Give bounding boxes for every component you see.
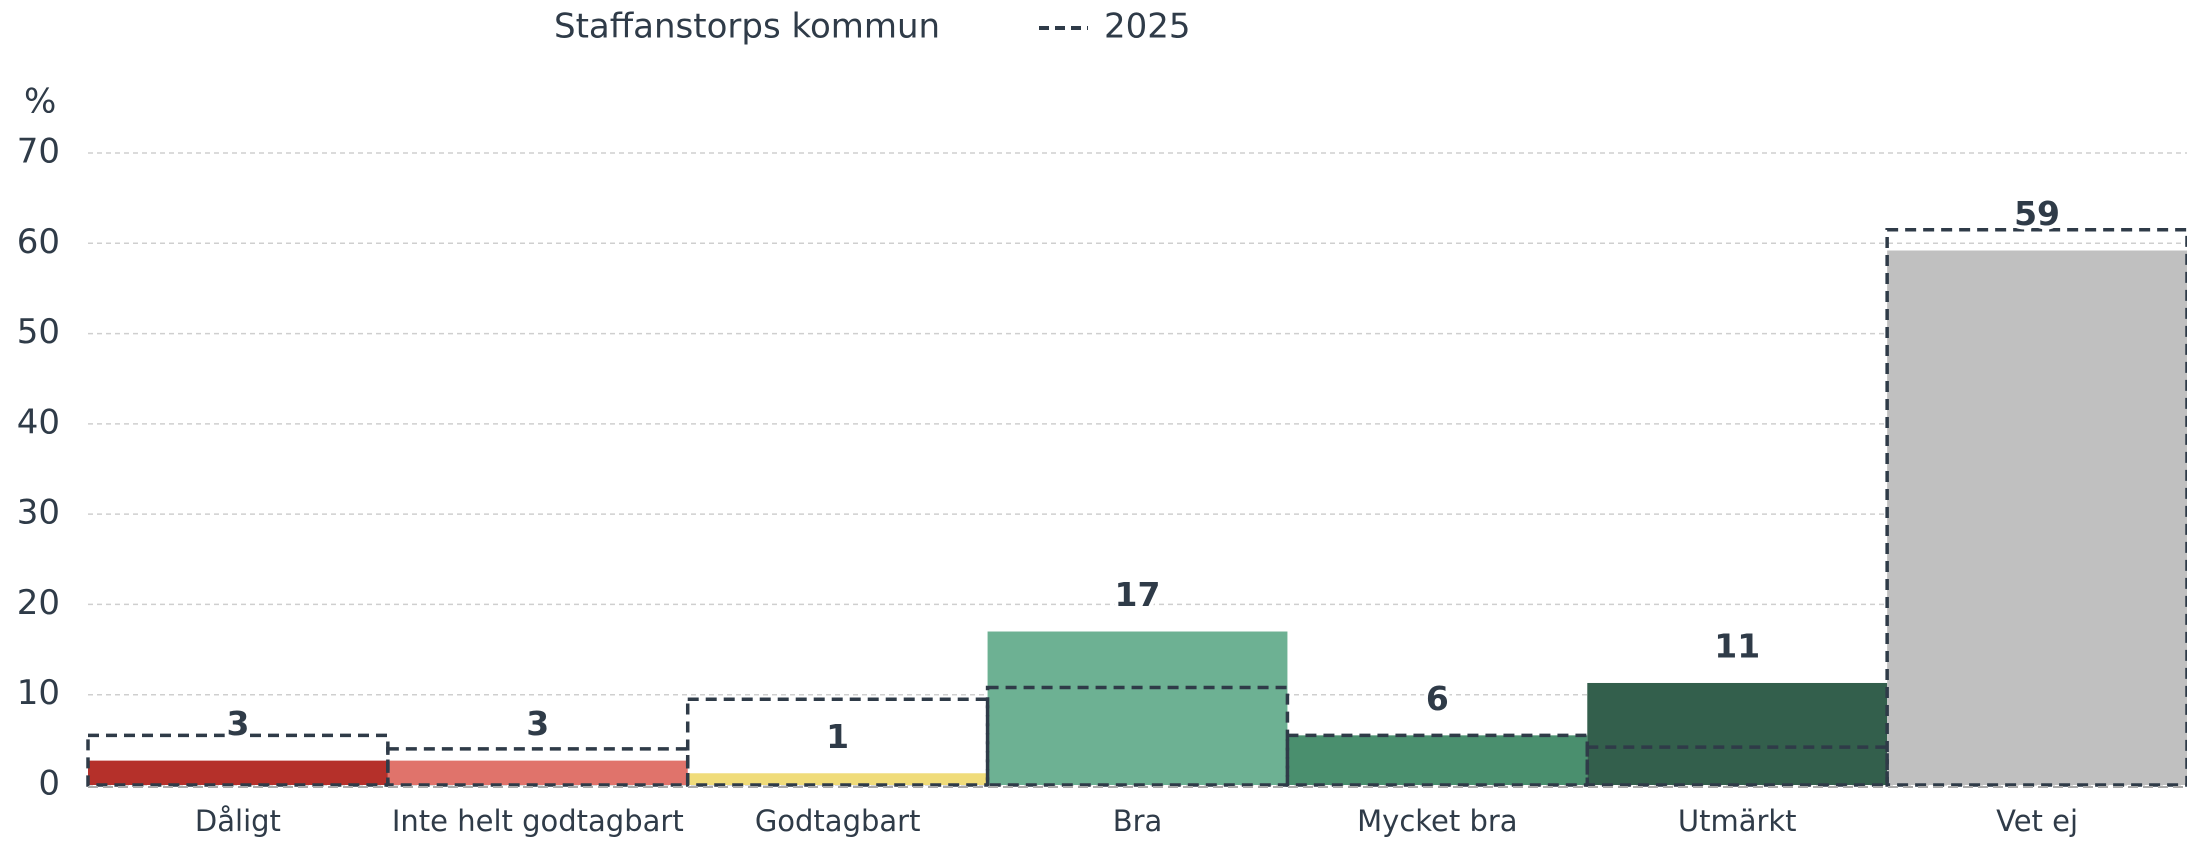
data-label: 11 — [1714, 626, 1760, 665]
data-label: 3 — [526, 704, 549, 743]
bar — [987, 631, 1288, 785]
bar — [1887, 250, 2187, 786]
y-tick-label: 20 — [17, 583, 60, 623]
x-tick-label: Utmärkt — [1678, 804, 1797, 838]
y-tick-label: 0 — [38, 764, 60, 804]
y-tick-label: 30 — [17, 493, 60, 533]
data-label: 3 — [226, 704, 249, 743]
bar — [387, 760, 688, 785]
comparison-outline — [86, 733, 390, 787]
y-tick-label: 60 — [17, 222, 60, 262]
y-tick-label: 70 — [17, 132, 60, 172]
axis-unit: % — [24, 82, 56, 122]
y-tick-label: 40 — [17, 402, 60, 442]
data-label: 17 — [1115, 575, 1161, 614]
x-tick-label: Inte helt godtagbart — [392, 804, 684, 838]
bar — [1287, 735, 1588, 785]
data-label: 6 — [1426, 679, 1449, 718]
comparison-outline — [1585, 745, 1889, 787]
legend-label: Staffanstorps kommun — [554, 7, 940, 47]
data-label: 1 — [826, 717, 849, 756]
y-tick-label: 10 — [17, 673, 60, 713]
bar — [1587, 682, 1888, 785]
x-tick-label: Vet ej — [1996, 804, 2078, 838]
comparison-outline — [386, 747, 690, 787]
y-tick-label: 50 — [17, 312, 60, 352]
x-tick-label: Godtagbart — [755, 804, 921, 838]
legend-label: 2025 — [1104, 7, 1191, 47]
x-tick-label: Mycket bra — [1357, 804, 1517, 838]
bar — [88, 760, 388, 785]
comparison-outline — [1285, 733, 1590, 787]
x-tick-label: Bra — [1113, 804, 1163, 838]
x-tick-label: Dåligt — [195, 804, 281, 838]
bar — [687, 773, 988, 785]
data-label: 59 — [2014, 194, 2060, 233]
